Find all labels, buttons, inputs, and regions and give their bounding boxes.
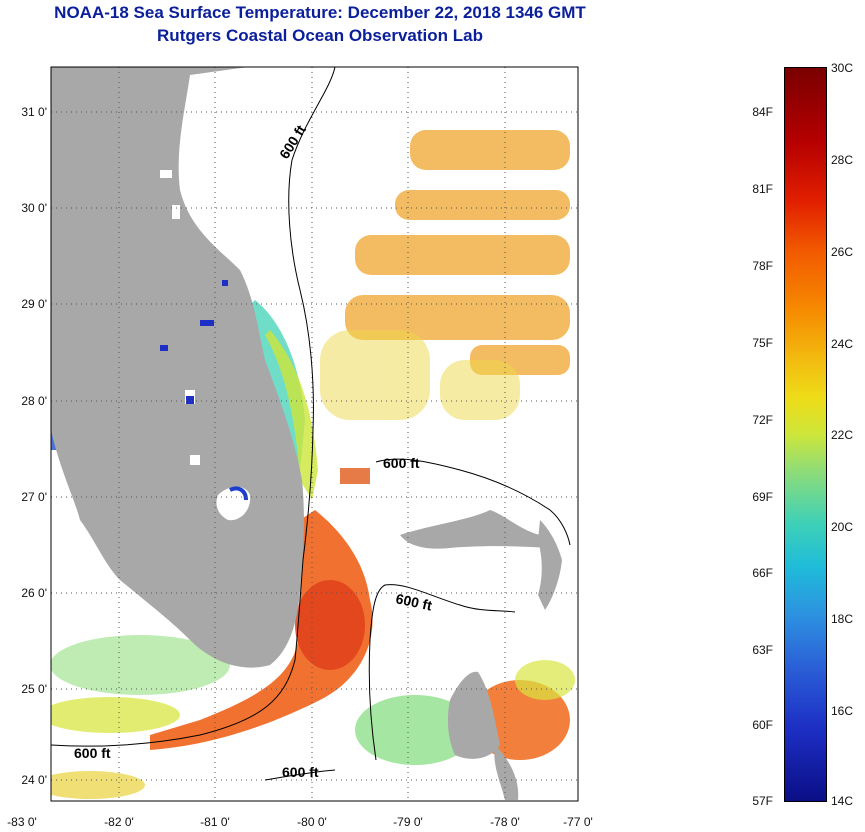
andros-land [447,671,500,759]
land-layer [51,67,562,800]
colorbar-c-label: 22C [831,428,854,442]
lon-tick-label: -77 0' [563,815,593,829]
andros-south-land [494,745,519,800]
contour-label-bahama: 600 ft [383,455,420,471]
colorbar-f-label: 78F [752,259,773,273]
lat-tick-label: 31 0' [21,105,47,119]
abaco-land [538,520,562,610]
warm-patch [340,468,370,484]
colorbar-f-label: 66F [752,566,773,580]
colorbar-c-label: 28C [831,153,854,167]
colorbar-c-label: 16C [831,704,854,718]
florida-land [51,67,304,668]
gulf-yellow-water [51,697,180,733]
map-frame [50,66,579,802]
lat-tick-label: 28 0' [21,394,47,408]
warm-core [295,580,365,670]
lon-tick-label: -81 0' [200,815,230,829]
lat-tick-label: 27 0' [21,490,47,504]
colorbar-f-label: 75F [752,336,773,350]
lon-tick-label: -83 0' [7,815,37,829]
colorbar-f-label: 57F [752,794,773,808]
colorbar-f-label: 69F [752,490,773,504]
lon-tick-label: -78 0' [490,815,520,829]
lat-tick-label: 24 0' [21,773,47,787]
bank-yellow-water [515,660,575,700]
grand-bahama-land [400,510,548,549]
bank-green-water [355,695,475,765]
temperature-colorbar [784,67,827,802]
lon-tick-label: -82 0' [104,815,134,829]
lake-cold-water [229,486,248,501]
latitude-axis: 31 0' 30 0' 29 0' 28 0' 27 0' 26 0' 25 0… [21,105,47,787]
depth-contours [51,67,571,781]
colorbar-f-label: 60F [752,718,773,732]
coastal-yellow-water [265,330,318,500]
colorbar-c-label: 24C [831,337,854,351]
colorbar-f-label: 72F [752,413,773,427]
contour-label-south: 600 ft [282,764,319,780]
lat-tick-label: 26 0' [21,586,47,600]
colorbar-c-label: 26C [831,245,854,259]
inland-cold-lakes [160,280,228,404]
lon-tick-label: -79 0' [393,815,423,829]
map-title: NOAA-18 Sea Surface Temperature: Decembe… [54,3,586,22]
lat-tick-label: 30 0' [21,201,47,215]
lat-tick-label: 25 0' [21,682,47,696]
gulf-green-water [51,635,230,695]
map-subtitle: Rutgers Coastal Ocean Observation Lab [157,26,483,45]
offshore-yellow-patches [320,330,520,420]
gulf-stream-warm-water [150,510,373,750]
colorbar-f-label: 81F [752,182,773,196]
contour-label-keys: 600 ft [74,745,111,761]
lon-tick-label: -80 0' [297,815,327,829]
colorbar-c-label: 30C [831,61,854,75]
colorbar-f-label: 84F [752,105,773,119]
lat-tick-label: 29 0' [21,297,47,311]
colorbar-c-label: 20C [831,520,854,534]
lake-okeechobee [216,486,251,521]
contour-label-channel: 600 ft [394,590,433,613]
colorbar-f-label: 63F [752,643,773,657]
colorbar-c-label: 18C [831,612,854,626]
keys-yellow-water [51,771,145,799]
temperature-layer [51,130,575,799]
colorbar-c-label: 14C [831,794,854,808]
longitude-axis: -83 0' -82 0' -81 0' -80 0' -79 0' -78 0… [7,815,593,829]
